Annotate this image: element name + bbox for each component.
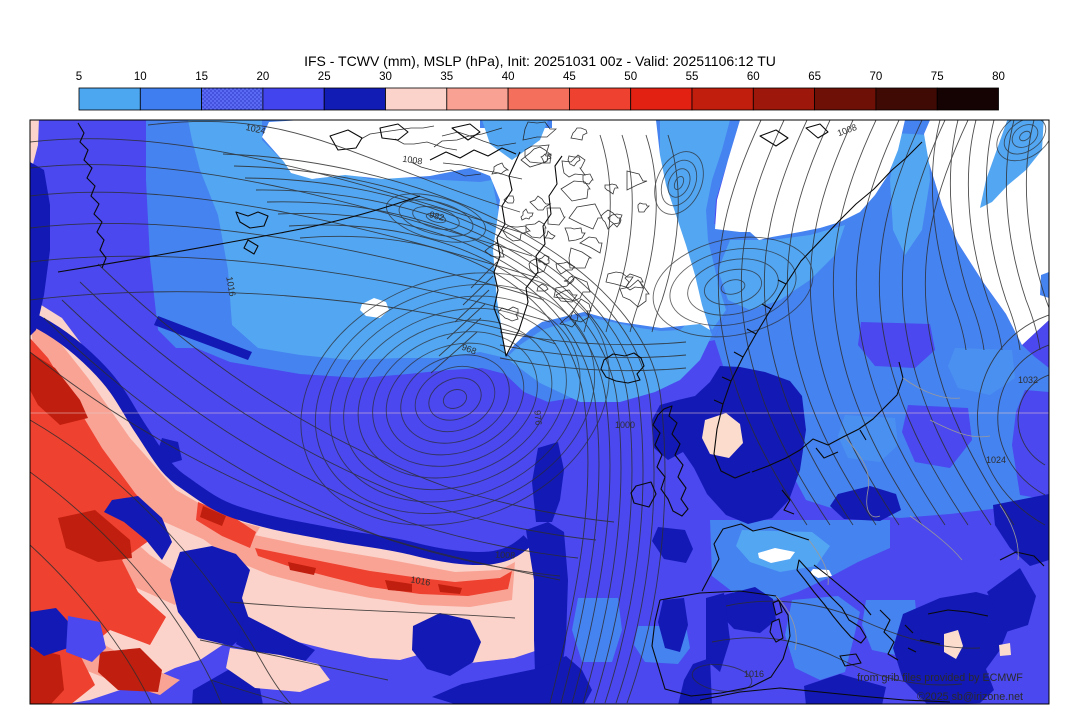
svg-text:©2025 sb@irizone.net: ©2025 sb@irizone.net bbox=[917, 691, 1023, 703]
svg-text:982: 982 bbox=[428, 209, 445, 223]
svg-text:30: 30 bbox=[379, 71, 392, 83]
svg-text:20: 20 bbox=[257, 71, 270, 83]
svg-text:1008: 1008 bbox=[495, 549, 516, 560]
svg-text:1024: 1024 bbox=[986, 455, 1006, 465]
svg-text:1032: 1032 bbox=[1018, 375, 1038, 385]
svg-text:45: 45 bbox=[563, 71, 576, 83]
svg-text:1016: 1016 bbox=[410, 574, 431, 587]
svg-text:from grib files provided by EC: from grib files provided by ECMWF bbox=[857, 672, 1023, 684]
svg-text:1016: 1016 bbox=[744, 669, 764, 679]
svg-text:70: 70 bbox=[870, 71, 883, 83]
svg-text:50: 50 bbox=[624, 71, 637, 83]
svg-text:5: 5 bbox=[76, 71, 82, 83]
svg-text:15: 15 bbox=[195, 71, 208, 83]
svg-text:1000: 1000 bbox=[615, 420, 635, 430]
svg-text:1024: 1024 bbox=[245, 122, 267, 136]
svg-text:976: 976 bbox=[532, 410, 543, 426]
svg-text:65: 65 bbox=[808, 71, 821, 83]
svg-text:60: 60 bbox=[747, 71, 760, 83]
svg-text:25: 25 bbox=[318, 71, 331, 83]
svg-text:75: 75 bbox=[931, 71, 944, 83]
svg-text:40: 40 bbox=[502, 71, 515, 83]
svg-text:35: 35 bbox=[440, 71, 453, 83]
svg-text:10: 10 bbox=[134, 71, 147, 83]
svg-text:IFS - TCWV (mm), MSLP (hPa), I: IFS - TCWV (mm), MSLP (hPa), Init: 20251… bbox=[304, 53, 776, 69]
svg-text:55: 55 bbox=[686, 71, 699, 83]
svg-text:1008: 1008 bbox=[402, 154, 423, 167]
svg-text:80: 80 bbox=[992, 71, 1005, 83]
svg-text:968: 968 bbox=[460, 342, 478, 357]
svg-text:1016: 1016 bbox=[224, 276, 237, 297]
